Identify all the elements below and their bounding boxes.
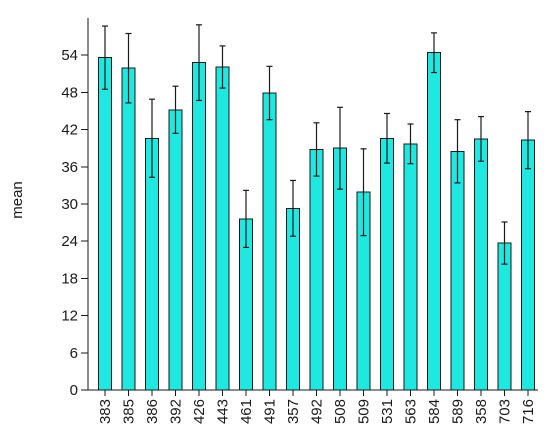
bar [450, 150, 465, 391]
x-ticks: 383 385 386 392 426 443 461 491 357 492 508 509 531 5… [97, 390, 537, 424]
x-tick-label: 357 [285, 399, 302, 424]
y-tick-label: 48 [61, 84, 78, 101]
y-tick-label: 42 [61, 122, 78, 139]
error-bar [360, 148, 367, 237]
error-bar [407, 123, 414, 165]
bar [262, 92, 277, 391]
x-tick-label: 491 [262, 399, 279, 424]
error-bar [266, 65, 273, 121]
x-tick-label: 508 [332, 399, 349, 424]
error-bar [290, 179, 296, 237]
bar [474, 138, 488, 391]
x-tick-label: 584 [426, 399, 443, 424]
bar [427, 52, 441, 391]
y-ticks: 0 6 12 18 24 30 36 42 48 54 [61, 47, 88, 399]
y-tick-label: 12 [61, 308, 78, 325]
x-tick-label: 531 [379, 399, 396, 424]
x-tick-label: 492 [309, 399, 326, 424]
x-tick-label: 426 [191, 399, 208, 424]
error-bar [384, 112, 390, 164]
x-tick-label: 392 [168, 399, 185, 424]
error-bar [196, 24, 202, 102]
error-bar [219, 45, 226, 89]
bar [121, 67, 136, 391]
x-tick-label: 563 [403, 399, 420, 424]
error-bar [149, 98, 155, 178]
x-tick-label: 716 [520, 399, 537, 424]
error-bar [125, 32, 132, 104]
error-bars [102, 24, 531, 265]
error-bar [102, 25, 108, 90]
error-bar [313, 122, 320, 177]
y-axis-label: mean [9, 181, 26, 219]
x-tick-label: 703 [497, 399, 514, 424]
x-tick-label: 358 [473, 399, 490, 424]
bar [192, 62, 206, 391]
x-tick-label: 589 [450, 399, 467, 424]
bar [380, 137, 394, 391]
y-tick-label: 6 [70, 345, 78, 362]
y-tick-label: 18 [61, 270, 78, 287]
y-tick-label: 54 [61, 47, 78, 64]
error-bar [243, 189, 249, 248]
bar [168, 109, 183, 391]
error-bar [478, 115, 484, 162]
bar [521, 139, 535, 391]
error-bar [525, 111, 531, 170]
x-tick-label: 383 [97, 399, 114, 424]
error-bar [337, 106, 343, 190]
x-tick-label: 385 [121, 399, 138, 424]
x-tick-label: 386 [144, 399, 161, 424]
bar [309, 148, 324, 391]
error-bar [454, 119, 461, 184]
error-bar [501, 221, 508, 265]
bar [497, 242, 512, 391]
y-tick-label: 30 [61, 196, 78, 213]
x-tick-label: 443 [215, 399, 232, 424]
error-bar [431, 32, 437, 74]
x-tick-label: 509 [356, 399, 373, 424]
bar [403, 143, 418, 391]
bars [98, 52, 535, 391]
bar [215, 66, 230, 391]
bar [98, 57, 112, 391]
error-bar [172, 85, 179, 134]
x-tick-label: 461 [238, 399, 255, 424]
y-tick-label: 0 [70, 382, 78, 399]
y-tick-label: 36 [61, 159, 78, 176]
y-tick-label: 24 [61, 233, 78, 250]
